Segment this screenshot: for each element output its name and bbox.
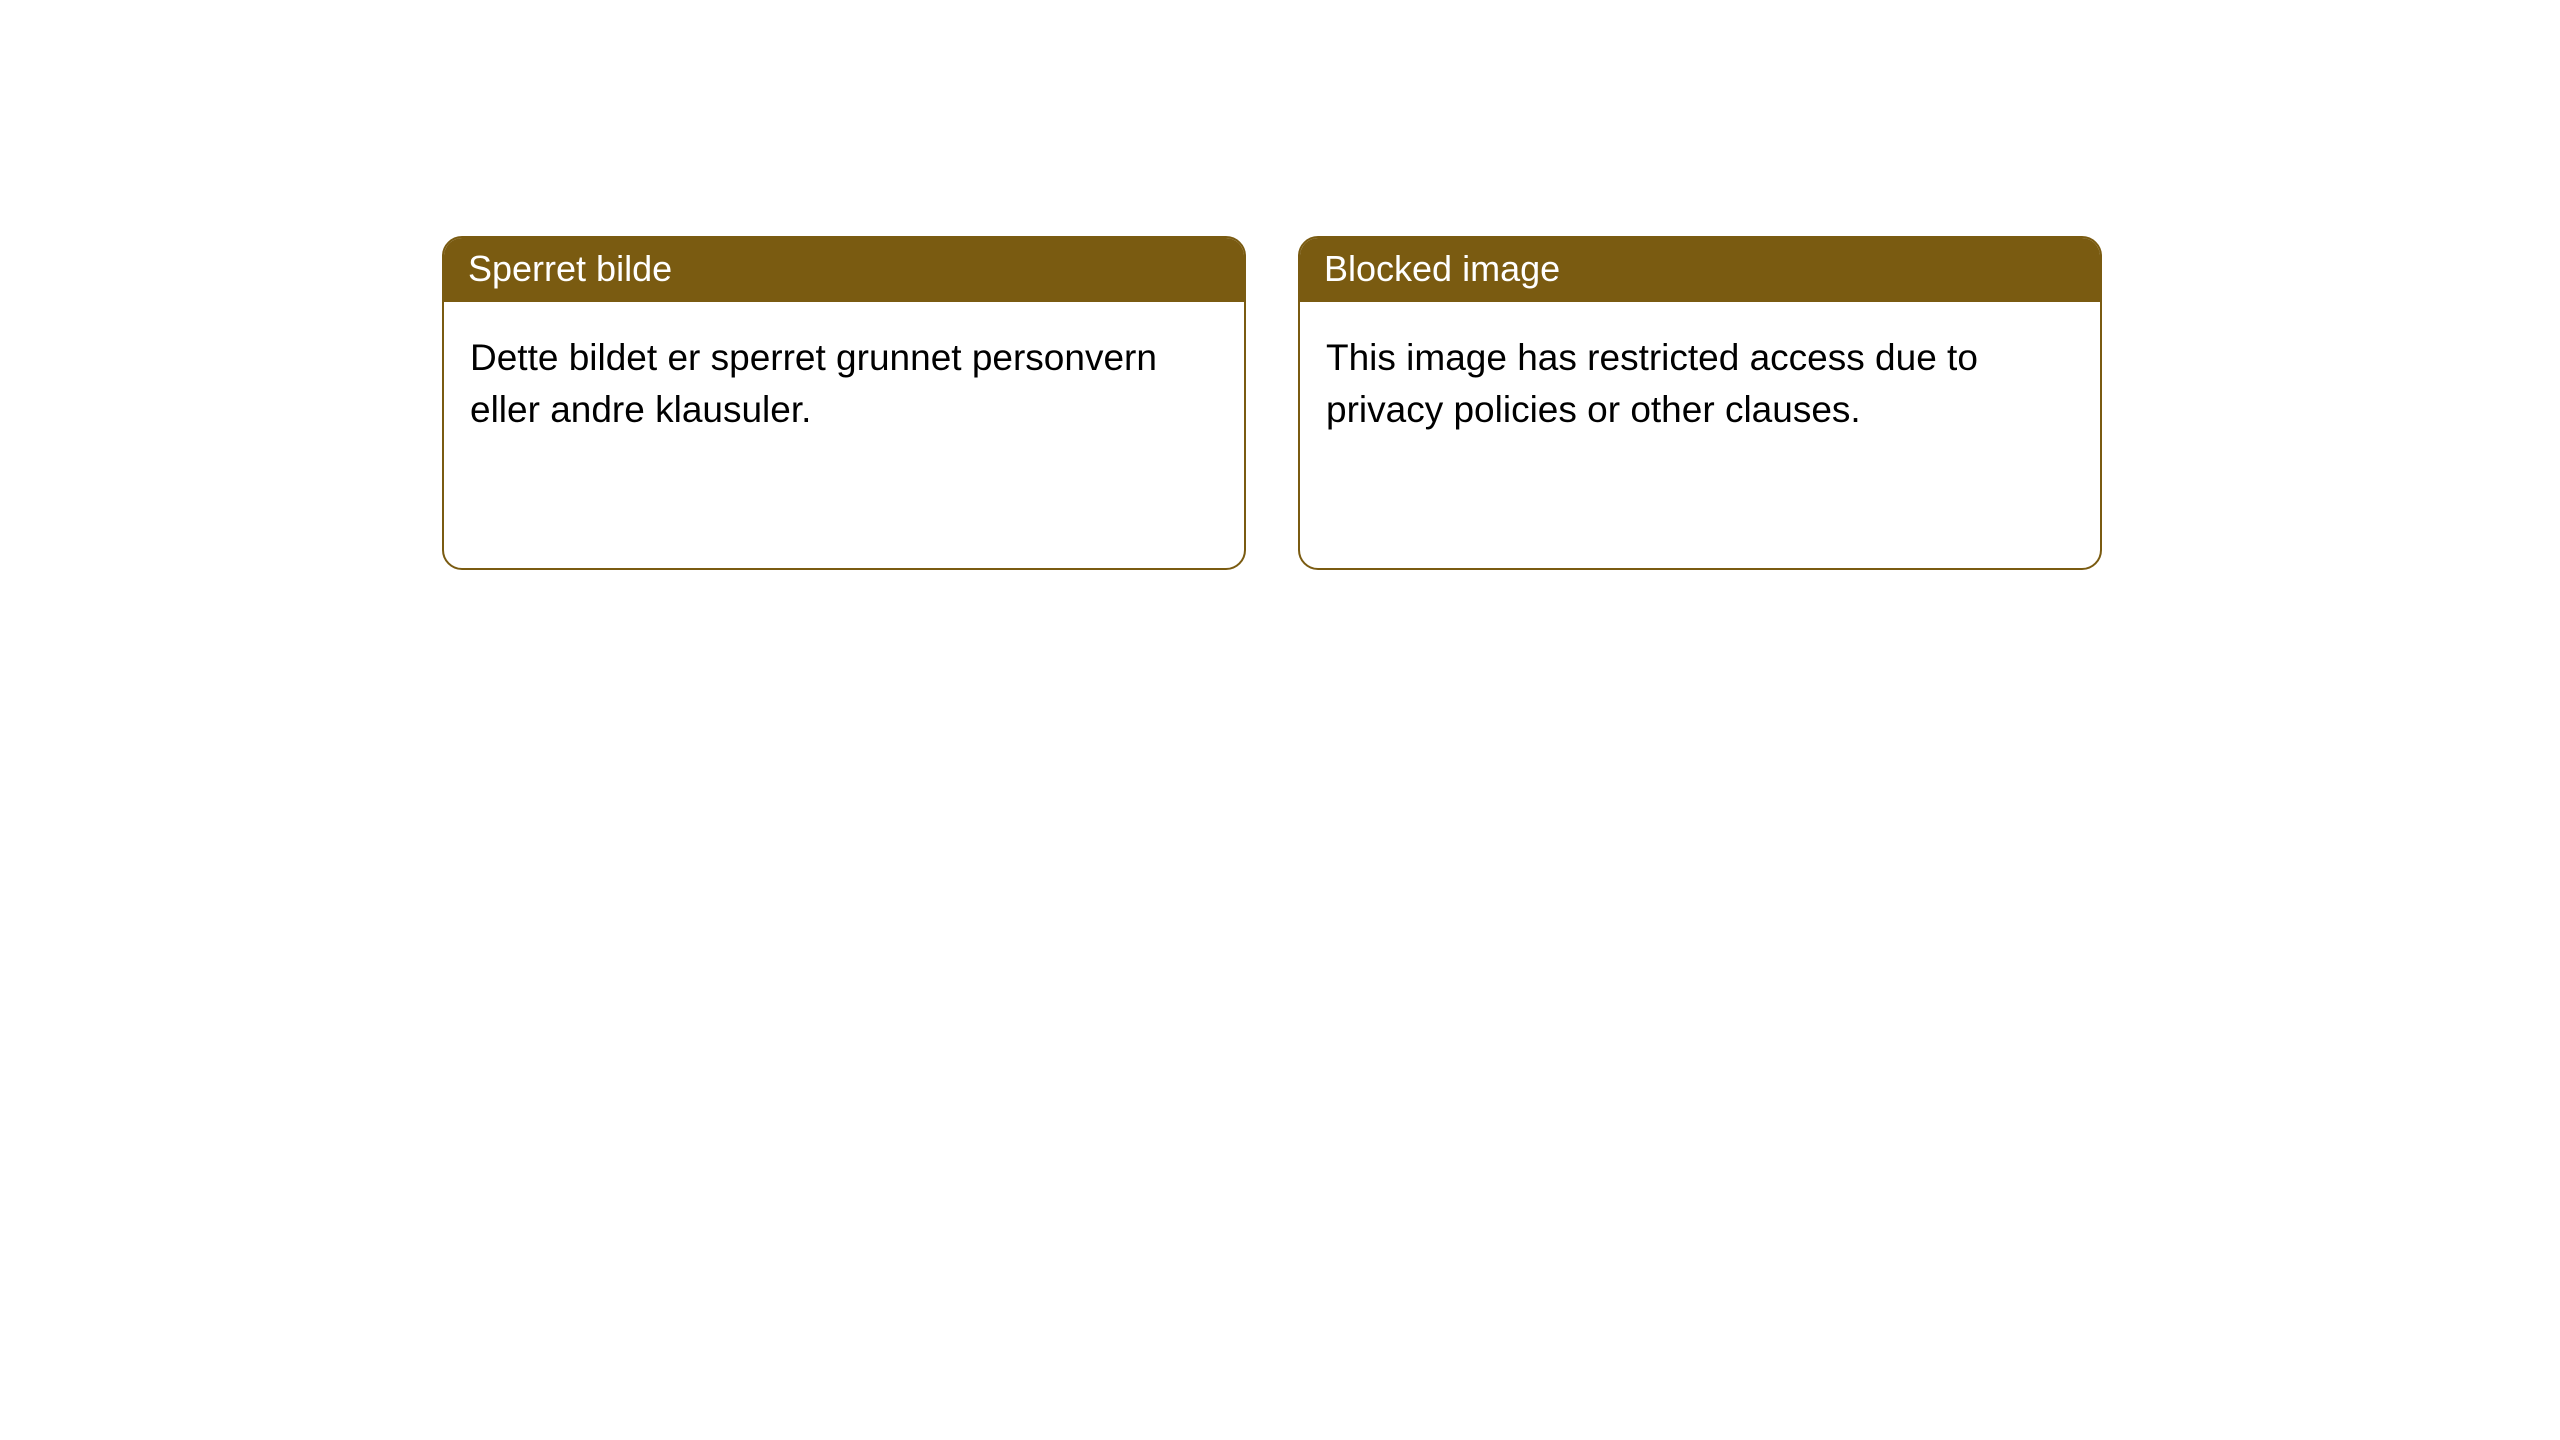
card-title: Sperret bilde bbox=[444, 238, 1244, 302]
notice-card-norwegian: Sperret bilde Dette bildet er sperret gr… bbox=[442, 236, 1246, 570]
card-body-text: This image has restricted access due to … bbox=[1300, 302, 2100, 466]
card-body-text: Dette bildet er sperret grunnet personve… bbox=[444, 302, 1244, 466]
card-title: Blocked image bbox=[1300, 238, 2100, 302]
notice-cards-container: Sperret bilde Dette bildet er sperret gr… bbox=[0, 0, 2560, 570]
notice-card-english: Blocked image This image has restricted … bbox=[1298, 236, 2102, 570]
